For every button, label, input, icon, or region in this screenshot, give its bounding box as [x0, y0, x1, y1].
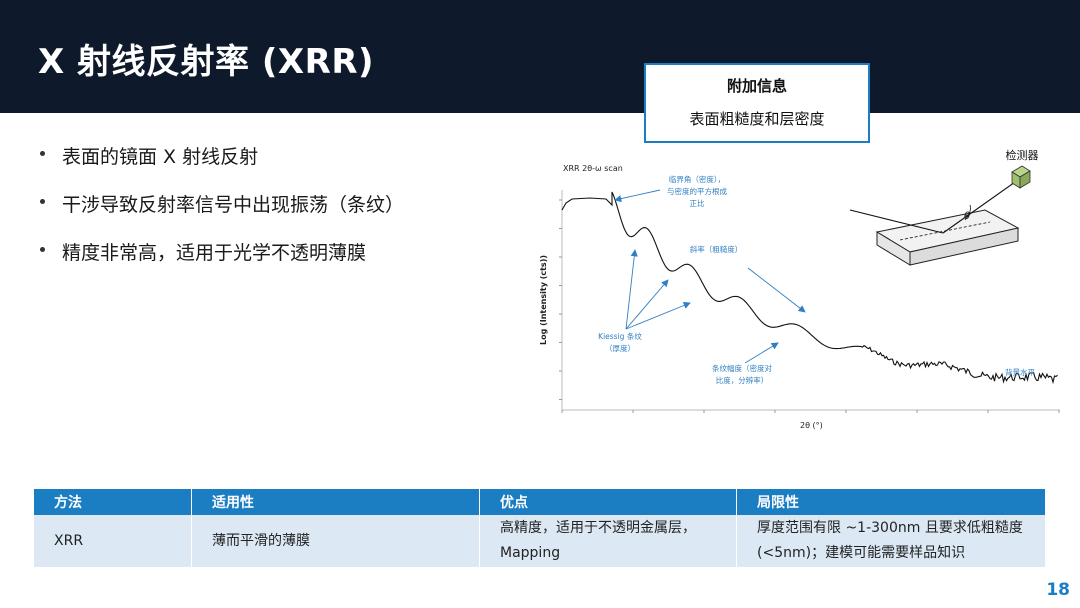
bullet-text: 表面的镜面 X 射线反射: [62, 146, 259, 168]
annotation-critical-angle-2: 与密度的平方根成: [667, 186, 727, 196]
annotation-background: 背景水平: [1005, 367, 1035, 377]
annotation-kiessig-2: （厚度）: [605, 343, 635, 353]
cell-limitations-line: 厚度范围有限 ~1-300nm 且要求低粗糙度: [757, 520, 1023, 536]
cell-limitations: 厚度范围有限 ~1-300nm 且要求低粗糙度 (<5nm)；建模可能需要样品知…: [736, 515, 1046, 567]
bullet-list: 表面的镜面 X 射线反射 干涉导致反射率信号中出现振荡（条纹） 精度非常高，适用…: [40, 142, 404, 286]
cell-applicability: 薄而平滑的薄膜: [191, 515, 480, 567]
cell-limitations-line: (<5nm)；建模可能需要样品知识: [757, 545, 966, 561]
info-box: 附加信息 表面粗糙度和层密度: [644, 63, 870, 143]
reflectivity-curve: [561, 191, 1058, 385]
bullet-item: 干涉导致反射率信号中出现振荡（条纹）: [40, 190, 404, 238]
annotation-amplitude-1: 条纹幅度（密度对: [712, 363, 772, 373]
slide-title: X 射线反射率 (XRR): [38, 42, 375, 82]
annotation-critical-angle-3: 正比: [690, 198, 705, 208]
annotation-slope: 斜率（粗糙度）: [690, 244, 743, 254]
cell-method: XRR: [34, 515, 192, 567]
annotation-critical-angle-1: 临界角（密度），: [669, 174, 725, 184]
bullet-dot: [40, 199, 45, 204]
reflected-beam: [942, 179, 1019, 234]
header-method: 方法: [34, 489, 192, 515]
cell-advantages-line: Mapping: [500, 545, 561, 561]
header-applicability: 适用性: [191, 489, 480, 515]
table-header-row: 方法 适用性 优点 局限性: [34, 489, 1046, 515]
angle-arc: [964, 204, 971, 221]
xrr-figure: XRR 2θ-ω scan 2θ (°) Log (Intensity (cts…: [539, 148, 1060, 430]
cell-advantages-line: 高精度，适用于不透明金属层，: [500, 520, 696, 536]
title-bar: X 射线反射率 (XRR): [0, 0, 1080, 113]
y-axis-label: Log (Intensity (cts)): [539, 255, 548, 345]
surface-line: [899, 221, 991, 241]
table-row: XRR 薄而平滑的薄膜 高精度，适用于不透明金属层， Mapping 厚度范围有…: [34, 515, 1046, 567]
incident-beam: [849, 209, 944, 234]
bullet-item: 精度非常高，适用于光学不透明薄膜: [40, 238, 404, 286]
bullet-text: 干涉导致反射率信号中出现振荡（条纹）: [62, 194, 405, 216]
info-box-body: 表面粗糙度和层密度: [689, 110, 825, 128]
x-axis-label: 2θ (°): [800, 421, 823, 430]
bullet-text: 精度非常高，适用于光学不透明薄膜: [62, 242, 367, 264]
comparison-table: 方法 适用性 优点 局限性 XRR 薄而平滑的薄膜 高精度，适用于不透明金属层，…: [34, 489, 1046, 567]
page-number: 18: [1046, 580, 1070, 600]
detector-label: 检测器: [1006, 148, 1039, 162]
header-limitations: 局限性: [736, 489, 1046, 515]
info-box-heading: 附加信息: [726, 77, 787, 95]
detector-icon: [1011, 165, 1031, 189]
theta-label: θ: [964, 211, 970, 222]
annotation-amplitude-2: 比度，分辨率）: [716, 375, 769, 385]
bullet-item: 表面的镜面 X 射线反射: [40, 142, 404, 190]
cell-advantages: 高精度，适用于不透明金属层， Mapping: [479, 515, 737, 567]
annotation-arrows: [614, 189, 806, 364]
axis-ticks: [559, 199, 1060, 413]
header-advantages: 优点: [479, 489, 737, 515]
annotation-kiessig-1: Kiessig 条纹: [598, 331, 642, 341]
bullet-dot: [40, 247, 45, 252]
plot-title: XRR 2θ-ω scan: [563, 164, 623, 173]
bullet-dot: [40, 151, 45, 156]
sample-block: [875, 209, 1020, 266]
